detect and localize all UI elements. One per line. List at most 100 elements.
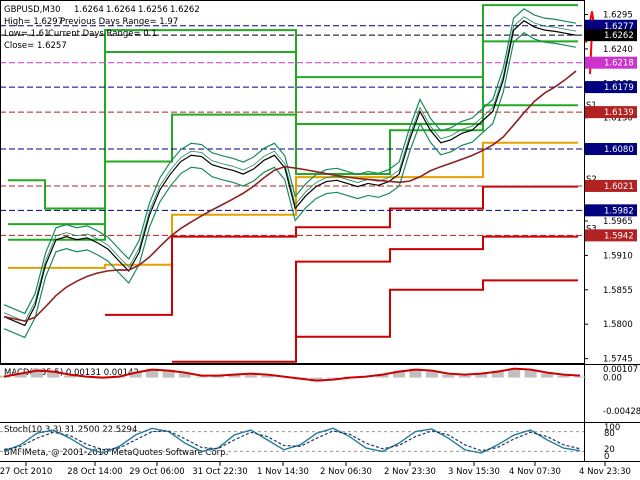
support-line (105, 185, 578, 316)
macd-signal-line (3, 367, 581, 382)
price-label-box (585, 56, 637, 69)
price-label: 1.6262 (604, 31, 634, 41)
macd-histogram-bar (392, 370, 405, 378)
macd-histogram-bar (195, 376, 208, 378)
stoch-label: Stoch(10,3,3) 31.2500 22.5294 (4, 425, 137, 435)
macd-histogram-bar (442, 374, 455, 378)
macd-histogram-bar (557, 375, 570, 378)
x-tick-label: 4 Nov 07:30 (509, 467, 561, 477)
info-previous-range: Previous Days Range= 1.97 (60, 17, 178, 27)
ohlc-low: 1.6256 (138, 5, 168, 15)
price-label-box (585, 204, 637, 217)
info-high: High= 1.6297 (4, 17, 63, 27)
mid-line (8, 141, 578, 269)
pivot-line (8, 104, 578, 226)
price-label: 1.6080 (604, 145, 634, 155)
macd-histogram-bar (146, 368, 159, 378)
macd-histogram-bar (47, 371, 60, 378)
price-line (3, 20, 577, 327)
ohlc-high: 1.6264 (106, 5, 136, 15)
y-tick-label: 1.5910 (603, 251, 633, 261)
y-tick-label: 1.5855 (603, 286, 633, 296)
x-tick-label: 29 Oct 06:00 (129, 467, 184, 477)
macd-histogram-bar (574, 376, 586, 378)
macd-histogram-bar (491, 370, 504, 378)
stoch-tick-label: 0 (604, 452, 609, 462)
price-label-box (585, 229, 637, 242)
x-tick-label: 31 Oct 22:30 (192, 467, 247, 477)
y-tick-label: 1.5800 (603, 320, 633, 330)
price-label: 1.5982 (604, 206, 634, 216)
support-line (296, 279, 578, 338)
macd-histogram-bar (458, 375, 471, 378)
info-panel: GBPUSD,M30 1.6264 1.6264 1.6256 1.6262 H… (4, 5, 200, 51)
macd-histogram-bar (14, 372, 27, 378)
price-label: 1.6139 (604, 108, 634, 118)
macd-histogram-bar (30, 368, 43, 378)
y-tick-label: 1.6240 (603, 45, 633, 55)
macd-histogram-bar (63, 375, 76, 378)
macd-histogram-bar (129, 371, 142, 378)
macd-histogram-bar (261, 375, 274, 378)
y-tick-label: 1.6130 (603, 114, 633, 124)
stoch-main-line (3, 427, 581, 454)
macd-histogram-bar (508, 368, 521, 378)
macd-tick-label: -0.00428 (603, 407, 640, 417)
stoch-panel: Stoch(10,3,3) 31.2500 22.5294 BMFIMeta, … (4, 425, 228, 458)
moving-average-line (3, 70, 577, 322)
stoch-tick-label: 80 (604, 429, 615, 439)
macd-histogram-bar (327, 377, 340, 379)
x-tick-label: 27 Oct 2010 (0, 467, 52, 477)
x-tick-label: 4 Nov 23:30 (579, 467, 631, 477)
price-label-box (585, 179, 637, 192)
price-label: 1.5942 (604, 231, 634, 241)
x-tick-label: 2 Nov 23:30 (384, 467, 436, 477)
macd-tick-label: 0.00107 (603, 365, 638, 375)
x-tick-label: 28 Oct 14:00 (67, 467, 122, 477)
y-tick-label: 1.5745 (603, 355, 633, 365)
macd-histogram-bar (162, 369, 175, 378)
stoch-signal-line (3, 430, 581, 452)
x-tick-label: 1 Nov 14:30 (257, 467, 309, 477)
macd-histogram-bar (376, 374, 389, 378)
price-label: 1.6021 (604, 182, 634, 192)
ohlc-close: 1.6262 (170, 5, 200, 15)
macd-histogram-bar (541, 373, 554, 378)
price-label-box (585, 81, 637, 94)
info-low: Low= 1.61 (4, 29, 50, 39)
macd-histogram-bar (475, 373, 488, 378)
macd-label: MACD(5,35,5) 0.00131 0.00142 (4, 368, 139, 378)
y-tick-label: 1.6295 (603, 11, 633, 21)
price-label: 1.6179 (604, 83, 634, 93)
x-tick-label: 3 Nov 15:30 (448, 467, 500, 477)
info-current-range: Current Days Range= 0.1 (48, 29, 157, 39)
macd-histogram-bar (179, 373, 192, 378)
bollinger-mid (3, 16, 577, 322)
price-label-box (585, 143, 637, 156)
macd-histogram-bar (409, 368, 422, 378)
support-line (172, 235, 578, 363)
stoch-tick-label: 100 (604, 423, 620, 433)
macd-histogram-bar (244, 373, 257, 378)
price-series (3, 8, 597, 339)
x-tick-label: 2 Nov 06:30 (320, 467, 372, 477)
stoch-tick-label: 20 (604, 445, 615, 455)
y-tick-label: 1.5965 (603, 217, 633, 227)
bollinger-upper (3, 8, 577, 315)
price-label-box (585, 19, 637, 32)
macd-tick-label: 0.00 (603, 374, 622, 384)
price-label: 1.6277 (604, 22, 634, 32)
ohlc-open: 1.6264 (74, 5, 104, 15)
copyright-text: BMFIMeta, @ 2001-2010 MetaQuotes Softwar… (4, 448, 228, 458)
macd-panel: MACD(5,35,5) 0.00131 0.00142 (4, 368, 139, 378)
bollinger-lower (3, 32, 577, 339)
info-close: Close= 1.6257 (4, 41, 67, 51)
price-label-box (585, 106, 637, 119)
symbol-label: GBPUSD,M30 (4, 5, 61, 15)
price-label: 1.6218 (604, 59, 634, 69)
main-frame (0, 0, 585, 364)
price-label-box (585, 29, 637, 42)
